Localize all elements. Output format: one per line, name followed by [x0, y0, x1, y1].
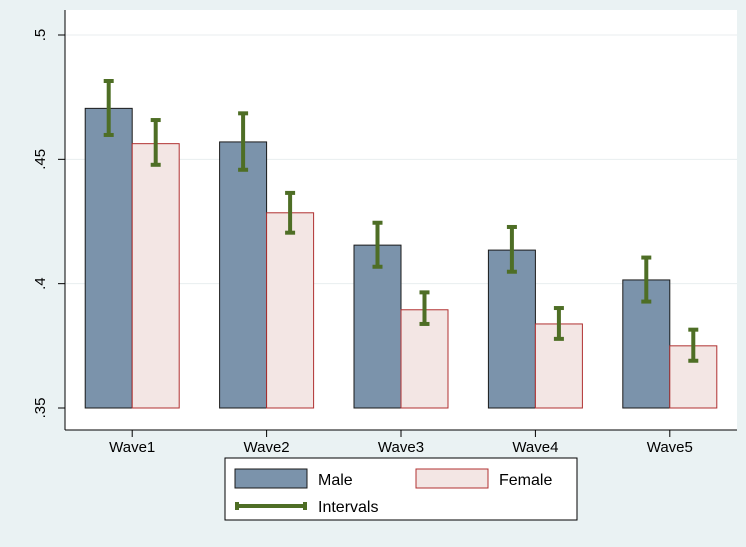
legend-label-male: Male	[318, 472, 353, 489]
legend-swatch-male	[234, 468, 308, 489]
y-tick-label: .5	[32, 29, 49, 42]
legend-swatch-intervals	[235, 502, 307, 510]
x-tick-label: Wave5	[647, 439, 693, 456]
legend-box	[224, 457, 578, 521]
y-tick-label: .35	[32, 398, 49, 419]
error-bars	[103, 79, 699, 363]
legend: Male Female Intervals	[224, 457, 578, 521]
y-tick-label: .45	[32, 149, 49, 170]
bar-male	[353, 244, 402, 409]
legend-label-intervals: Intervals	[318, 499, 378, 516]
bar-female	[400, 309, 449, 409]
bar-female	[266, 212, 315, 409]
legend-label-female: Female	[499, 472, 552, 489]
x-tick-label: Wave2	[244, 439, 290, 456]
bar-male	[84, 107, 133, 409]
x-tick-label: Wave3	[378, 439, 424, 456]
bar-female	[131, 143, 180, 409]
bar-male	[219, 141, 268, 409]
y-tick-label: .4	[32, 277, 49, 290]
x-tick-label: Wave1	[109, 439, 155, 456]
axes: .35 .4 .45 .5 Wave1 Wave2 Wave3 Wave4 Wave5	[32, 10, 737, 456]
legend-swatch-female	[415, 468, 489, 489]
x-tick-label: Wave4	[512, 439, 558, 456]
bar-male	[487, 249, 536, 409]
